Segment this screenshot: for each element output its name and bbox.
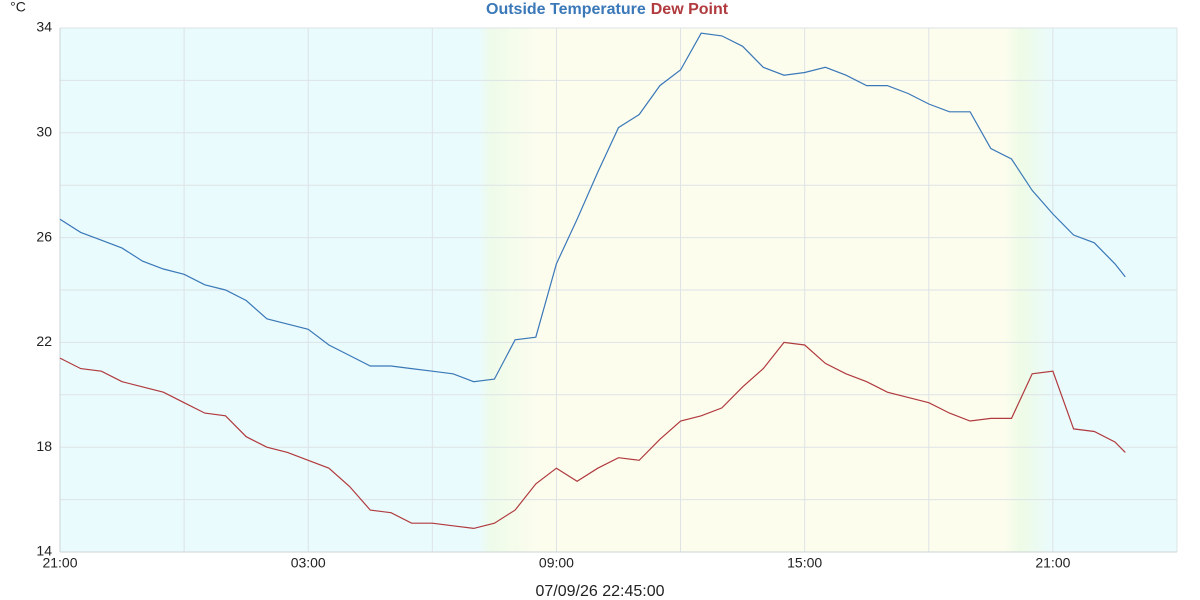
y-tick-label: 34 — [36, 19, 52, 35]
y-unit: °C — [10, 0, 26, 15]
legend-entry: Outside Temperature — [486, 1, 646, 18]
legend: Outside Temperature Dew Point — [486, 1, 729, 18]
x-axis-label: 07/09/26 22:45:00 — [535, 583, 664, 600]
series-line — [59, 32, 1126, 383]
x-tick-label: 09:00 — [539, 555, 574, 571]
x-tick-label: 15:00 — [787, 555, 822, 571]
y-tick-label: 18 — [36, 438, 52, 454]
y-tick-label: 22 — [36, 333, 52, 349]
x-tick-label: 21:00 — [1035, 555, 1070, 571]
y-tick-label: 14 — [36, 543, 52, 559]
x-tick-label: 21:00 — [42, 555, 77, 571]
series-line — [59, 341, 1126, 530]
y-tick-label: 30 — [36, 124, 52, 140]
x-tick-label: 03:00 — [291, 555, 326, 571]
legend-entry: Dew Point — [651, 1, 729, 18]
y-tick-label: 26 — [36, 228, 52, 244]
